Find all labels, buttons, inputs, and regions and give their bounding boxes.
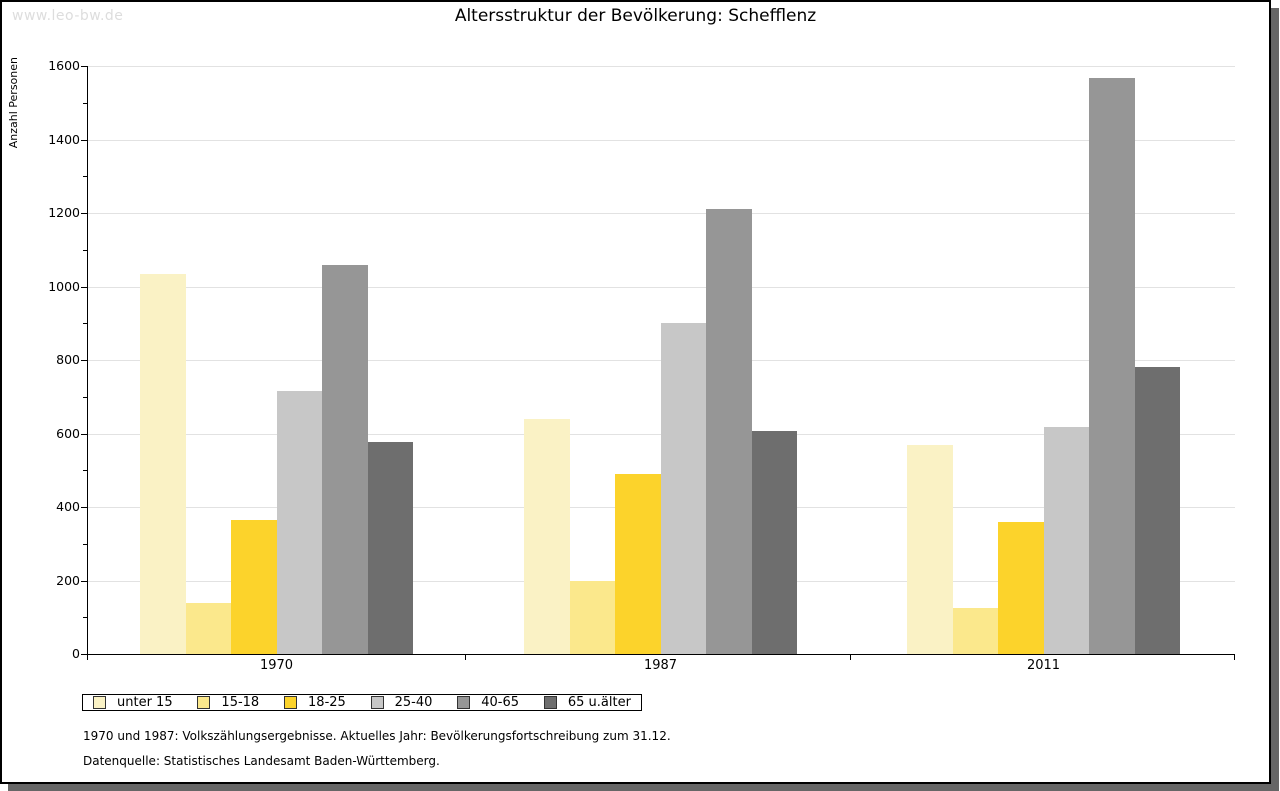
bar-1970-18-25	[231, 519, 277, 654]
page-title: Altersstruktur der Bevölkerung: Scheffle…	[454, 6, 817, 26]
bar-1987-65-u.älter	[751, 430, 797, 654]
y-tick	[81, 213, 87, 214]
legend-item: 40-65	[457, 695, 519, 710]
bar-1970-40-65	[322, 265, 368, 654]
bar-1987-18-25	[615, 473, 661, 654]
bar-1987-40-65	[706, 209, 752, 654]
y-tick-label: 1200	[48, 205, 80, 220]
x-tick	[465, 655, 466, 660]
gridline	[88, 139, 1235, 141]
bar-2011-25-40	[1043, 427, 1089, 654]
legend-label: 65 u.älter	[567, 695, 631, 710]
legend-label: 18-25	[308, 695, 346, 710]
legend-label: 40-65	[481, 695, 520, 710]
watermark: www.leo-bw.de	[12, 8, 124, 24]
bar-1970-15-18	[185, 602, 231, 654]
x-category-label: 2011	[1026, 658, 1061, 673]
y-tick-label: 0	[72, 646, 80, 661]
legend-swatch-icon	[197, 696, 211, 709]
bar-1987-15-18	[569, 580, 615, 654]
legend-item: 25-40	[370, 695, 433, 710]
bar-2011-unter-15	[907, 444, 953, 654]
y-minor-tick	[83, 176, 87, 178]
legend-label: 25-40	[394, 695, 433, 710]
y-tick	[81, 139, 87, 141]
y-tick-label: 1400	[48, 131, 80, 147]
legend-swatch-icon	[370, 696, 384, 709]
y-tick-label: 400	[56, 499, 80, 514]
x-category-label: 1987	[643, 658, 678, 673]
y-tick-label: 1600	[48, 58, 80, 73]
y-axis-title: Anzahl Personen	[7, 57, 20, 149]
legend-swatch-icon	[457, 696, 471, 709]
x-tick	[1234, 655, 1235, 660]
y-tick	[81, 66, 87, 67]
bar-1970-65-u.älter	[367, 441, 413, 654]
bar-2011-15-18	[952, 608, 998, 654]
gridline	[88, 286, 1235, 288]
y-minor-tick	[83, 323, 87, 325]
y-minor-tick	[83, 617, 87, 619]
legend-swatch-icon	[93, 696, 106, 709]
y-tick-label: 600	[56, 425, 80, 441]
y-tick	[81, 433, 87, 435]
x-tick	[850, 655, 851, 660]
y-minor-tick	[83, 249, 87, 251]
legend-item: 65 u.älter	[543, 695, 631, 710]
bar-1987-25-40	[660, 323, 706, 654]
legend-swatch-icon	[543, 696, 557, 709]
bar-1987-unter-15	[524, 418, 570, 654]
y-minor-tick	[83, 102, 87, 104]
y-tick-label: 1000	[48, 278, 80, 294]
y-tick	[81, 507, 87, 508]
y-tick	[81, 360, 87, 361]
bar-2011-40-65	[1089, 78, 1135, 654]
y-tick	[81, 654, 87, 655]
bar-1970-25-40	[276, 391, 322, 654]
legend-item: 15-18	[197, 695, 259, 710]
y-minor-tick	[83, 543, 87, 545]
y-tick-label: 200	[56, 572, 80, 588]
x-category-label: 1970	[259, 658, 294, 673]
y-minor-tick	[83, 470, 87, 472]
y-tick	[81, 286, 87, 288]
y-minor-tick	[83, 396, 87, 398]
bar-1970-unter-15	[140, 273, 186, 654]
x-tick	[87, 655, 88, 660]
bar-2011-18-25	[998, 521, 1044, 654]
legend-item: 18-25	[284, 695, 346, 710]
y-tick-label: 800	[56, 352, 80, 367]
footnote-line2: Datenquelle: Statistisches Landesamt Bad…	[83, 754, 440, 768]
legend-label: 15-18	[221, 695, 260, 710]
legend-item: unter 15	[93, 695, 173, 710]
legend-label: unter 15	[117, 695, 173, 710]
legend-swatch-icon	[284, 696, 298, 709]
gridline	[88, 213, 1235, 214]
plot-area	[87, 66, 1235, 655]
legend: unter 15 15-18 18-25 25-40 40-65 65 u.älter	[82, 694, 642, 711]
footnote-line1: 1970 und 1987: Volkszählungsergebnisse. …	[83, 729, 671, 743]
bar-2011-65-u.älter	[1134, 366, 1180, 654]
gridline	[88, 66, 1235, 67]
y-tick	[81, 580, 87, 582]
